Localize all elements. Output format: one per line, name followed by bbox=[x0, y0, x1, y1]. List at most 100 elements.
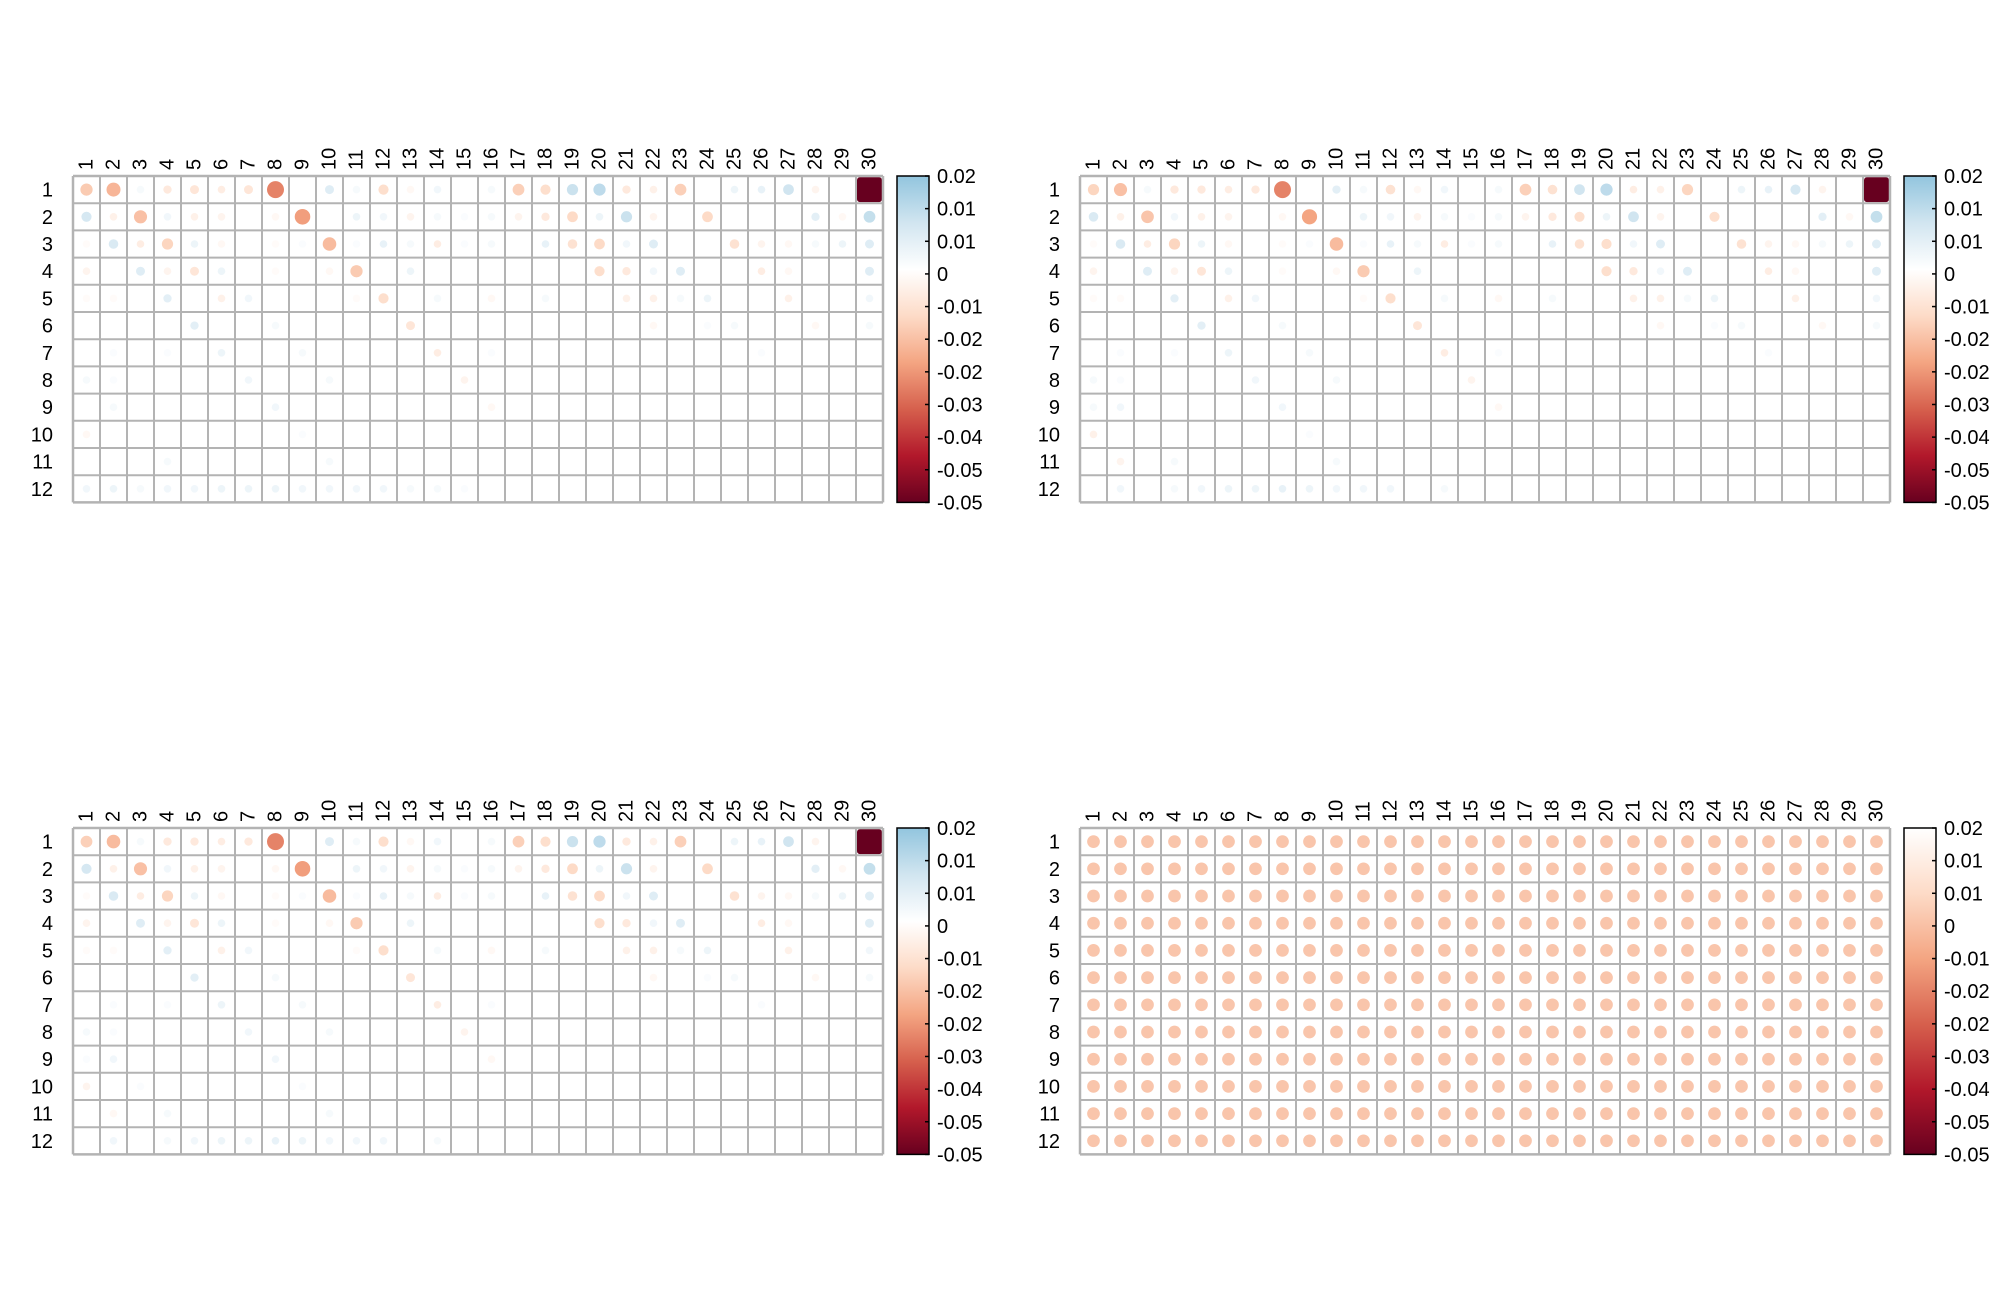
heatmap-cell bbox=[1816, 889, 1829, 903]
heatmap-cell bbox=[1249, 971, 1262, 984]
heatmap-cell bbox=[109, 1028, 118, 1036]
heatmap-cell bbox=[1438, 889, 1451, 903]
heatmap-cell bbox=[1087, 916, 1100, 930]
heatmap-cell bbox=[136, 485, 145, 493]
heatmap-cell bbox=[1305, 240, 1314, 248]
heatmap-cell bbox=[352, 1137, 361, 1145]
heatmap-cell bbox=[1870, 1052, 1883, 1066]
heatmap-cell bbox=[406, 865, 415, 873]
heatmap-cell bbox=[1385, 184, 1396, 195]
heatmap-cell bbox=[1411, 1052, 1424, 1066]
heatmap-cell bbox=[1818, 321, 1827, 330]
heatmap-cell bbox=[1438, 1134, 1451, 1148]
heatmap-cell bbox=[1627, 916, 1640, 930]
heatmap-cell bbox=[82, 1082, 91, 1091]
heatmap-cell bbox=[163, 865, 172, 873]
heatmap-cell bbox=[1764, 240, 1773, 248]
colorbar-label: 0.01 bbox=[937, 883, 976, 905]
heatmap-cell bbox=[136, 240, 145, 248]
heatmap-cell bbox=[1330, 1080, 1343, 1093]
heatmap-cell bbox=[1573, 1134, 1586, 1148]
heatmap-cell bbox=[1629, 185, 1638, 194]
heatmap-cell bbox=[1330, 835, 1343, 848]
heatmap-cell bbox=[80, 835, 93, 848]
heatmap-cell bbox=[1276, 1107, 1289, 1120]
x-tick-label: 1 bbox=[76, 159, 98, 170]
heatmap-cell bbox=[82, 919, 91, 927]
heatmap-cell bbox=[433, 892, 442, 900]
heatmap-cell bbox=[1843, 1107, 1856, 1120]
heatmap-cell bbox=[593, 835, 606, 848]
heatmap-cell bbox=[1519, 916, 1532, 930]
heatmap-cell bbox=[1764, 185, 1773, 194]
heatmap-cell bbox=[161, 238, 174, 250]
heatmap-cell bbox=[1600, 1134, 1613, 1148]
heatmap-cell bbox=[1197, 185, 1206, 194]
heatmap-cell bbox=[244, 1137, 253, 1145]
heatmap-cell bbox=[1249, 1025, 1262, 1039]
x-tick-label: 23 bbox=[1677, 148, 1699, 170]
y-tick-label: 7 bbox=[42, 343, 53, 365]
heatmap-cell bbox=[1114, 916, 1127, 930]
heatmap-cell bbox=[1601, 266, 1612, 277]
x-tick-label: 11 bbox=[346, 149, 368, 170]
x-tick-label: 9 bbox=[292, 159, 314, 170]
x-tick-label: 15 bbox=[1461, 800, 1483, 822]
heatmap-cell bbox=[322, 889, 337, 903]
heatmap-cell bbox=[703, 946, 712, 955]
heatmap-cell bbox=[1141, 862, 1154, 876]
heatmap-cell bbox=[1113, 183, 1128, 197]
heatmap-cell bbox=[1357, 1025, 1370, 1039]
heatmap-cell bbox=[1087, 971, 1100, 984]
heatmap-cell bbox=[1654, 916, 1667, 930]
heatmap-cell bbox=[487, 946, 496, 955]
heatmap-cell bbox=[1818, 240, 1827, 248]
heatmap-cell bbox=[244, 485, 253, 493]
heatmap-cell bbox=[1600, 998, 1613, 1012]
heatmap-cell bbox=[1843, 944, 1856, 957]
x-tick-label: 22 bbox=[1650, 800, 1672, 822]
heatmap-cell bbox=[487, 892, 496, 900]
heatmap-cell bbox=[1438, 998, 1451, 1012]
heatmap-cell bbox=[1438, 1080, 1451, 1093]
heatmap-cell bbox=[1789, 889, 1802, 903]
heatmap-cell bbox=[1629, 294, 1638, 303]
heatmap-cell bbox=[1411, 971, 1424, 984]
heatmap-cell bbox=[676, 294, 685, 303]
x-tick-label: 26 bbox=[751, 800, 773, 822]
heatmap-cell bbox=[1384, 1025, 1397, 1039]
heatmap-cell bbox=[1816, 862, 1829, 876]
heatmap-cell bbox=[1087, 1025, 1100, 1039]
heatmap-cell bbox=[1519, 971, 1532, 984]
heatmap-cell bbox=[1222, 971, 1235, 984]
heatmap-cell bbox=[1708, 862, 1721, 876]
x-tick-label: 13 bbox=[400, 800, 422, 822]
heatmap-cell bbox=[1114, 998, 1127, 1012]
heatmap-cell bbox=[109, 294, 118, 303]
heatmap-cell bbox=[757, 185, 766, 194]
heatmap-cell bbox=[1278, 267, 1287, 276]
heatmap-cell bbox=[1816, 998, 1829, 1012]
heatmap-cell bbox=[1438, 944, 1451, 957]
heatmap-cell bbox=[217, 213, 226, 221]
colorbar-label: -0.05 bbox=[1944, 492, 1990, 514]
heatmap-cell bbox=[857, 177, 882, 203]
heatmap-cell bbox=[1465, 1080, 1478, 1093]
heatmap-cell bbox=[1114, 1107, 1127, 1120]
heatmap-cell bbox=[298, 1001, 307, 1009]
y-tick-label: 1 bbox=[1049, 180, 1060, 202]
heatmap-cell bbox=[82, 240, 91, 248]
heatmap-cell bbox=[1494, 213, 1503, 221]
colorbar-label: -0.02 bbox=[937, 329, 983, 351]
heatmap-cell bbox=[729, 891, 740, 901]
heatmap-cell bbox=[1681, 1025, 1694, 1039]
x-tick-label: 28 bbox=[805, 148, 827, 170]
x-tick-label: 24 bbox=[697, 800, 719, 822]
colorbar-label: -0.05 bbox=[937, 492, 983, 514]
heatmap-cell bbox=[217, 865, 226, 873]
heatmap-cell bbox=[1357, 916, 1370, 930]
heatmap-cell bbox=[1872, 266, 1881, 276]
heatmap-cell bbox=[378, 945, 389, 956]
heatmap-cell bbox=[620, 211, 633, 223]
colorbar bbox=[1903, 175, 1937, 504]
